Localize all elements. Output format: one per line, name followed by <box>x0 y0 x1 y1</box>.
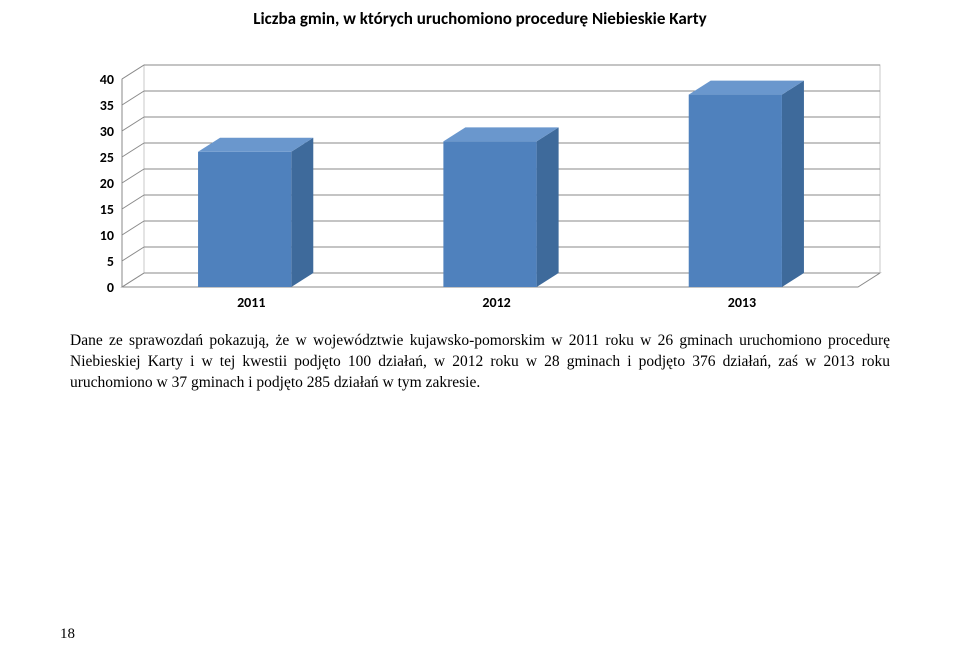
y-tick-label: 0 <box>107 279 114 296</box>
chart-container: 0 5 10 15 20 25 30 35 40 2011 2012 2013 <box>70 57 890 317</box>
bar <box>198 138 313 287</box>
page-number: 18 <box>60 626 75 643</box>
bar <box>689 81 804 287</box>
y-tick-label: 30 <box>100 123 114 140</box>
x-tick-label: 2012 <box>482 294 510 311</box>
y-tick-label: 5 <box>107 253 114 270</box>
y-tick-label: 10 <box>100 227 114 244</box>
caption-text: Dane ze sprawozdań pokazują, że w wojewó… <box>70 331 890 394</box>
bar-chart-3d: 0 5 10 15 20 25 30 35 40 2011 2012 2013 <box>70 57 890 317</box>
y-tick-label: 35 <box>100 97 114 114</box>
bar <box>443 127 558 287</box>
y-tick-label: 20 <box>100 175 114 192</box>
y-tick-label: 15 <box>100 201 114 218</box>
x-tick-label: 2011 <box>237 294 265 311</box>
y-tick-label: 40 <box>100 71 114 88</box>
y-tick-label: 25 <box>100 149 114 166</box>
chart-title: Liczba gmin, w których uruchomiono proce… <box>60 8 900 29</box>
x-tick-label: 2013 <box>728 294 756 311</box>
page: Liczba gmin, w których uruchomiono proce… <box>0 0 960 665</box>
